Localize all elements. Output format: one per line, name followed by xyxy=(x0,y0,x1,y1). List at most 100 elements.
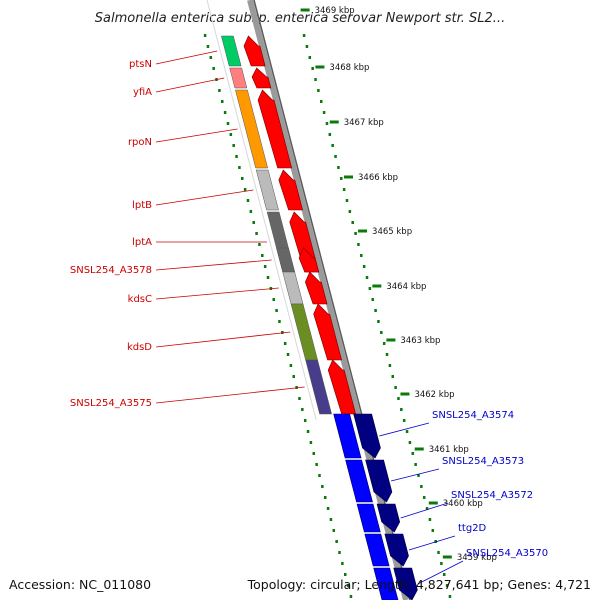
ruler-dot xyxy=(326,507,330,510)
label-leader xyxy=(417,560,464,585)
gene-arrow xyxy=(304,271,328,305)
gene-label: ttg2D xyxy=(458,523,487,534)
ruler-dot xyxy=(335,540,338,543)
ruler-dot xyxy=(442,573,446,576)
gene-label: yfiA xyxy=(133,87,152,98)
ruler-dot xyxy=(354,232,357,235)
ruler-dot xyxy=(252,221,255,224)
ruler-dot xyxy=(437,551,440,554)
backbone-ring xyxy=(247,0,409,600)
gene-reverse-lptB xyxy=(255,169,303,211)
ruler-dot xyxy=(360,254,363,257)
kbp-label: 3461 kbp xyxy=(429,445,469,455)
cog-band xyxy=(221,35,242,67)
gene-label: ptsN xyxy=(129,59,152,70)
gene-label: SNSL254_A3578 xyxy=(70,265,152,276)
gene-arrow xyxy=(365,459,393,503)
label-leader xyxy=(155,287,279,300)
ruler-dot xyxy=(402,419,406,422)
label-leader xyxy=(155,77,225,93)
ruler-dot xyxy=(445,584,449,587)
ruler-dot xyxy=(329,518,333,521)
ruler-dot xyxy=(323,496,327,499)
ruler-dot xyxy=(261,254,264,257)
ruler-dot xyxy=(340,177,343,180)
gene-label: lptA xyxy=(132,237,152,248)
ruler-dot xyxy=(338,551,341,554)
ruler-dot xyxy=(440,562,443,565)
gene-reverse-rpoN xyxy=(235,89,293,169)
ruler-dot xyxy=(357,243,360,246)
kbp-tick xyxy=(300,8,310,12)
gene-arrow xyxy=(251,67,272,89)
ruler-dot xyxy=(209,56,213,59)
gene-label: SNSL254_A3570 xyxy=(466,548,548,559)
gene-forward-SNSL254_A3573 xyxy=(345,459,393,503)
kbp-label: 3460 kbp xyxy=(443,499,483,509)
kbp-tick xyxy=(329,120,339,124)
kbp-label: 3465 kbp xyxy=(372,227,412,237)
gene-label: lptB xyxy=(132,200,152,211)
ruler-dot xyxy=(255,232,258,235)
ruler-dot xyxy=(218,89,221,92)
kbp-tick xyxy=(315,65,325,69)
ruler-dot xyxy=(258,243,261,246)
ruler-dot xyxy=(368,287,372,290)
map-title: Salmonella enterica subsp. enterica sero… xyxy=(95,11,505,26)
ruler-dot xyxy=(203,34,207,37)
ruler-dot xyxy=(448,595,452,598)
cog-band xyxy=(282,271,304,305)
ruler-dot xyxy=(243,188,247,191)
gene-forward-SNSL254_A3570 xyxy=(373,567,418,600)
ruler-dot xyxy=(365,276,369,279)
ruler-dot xyxy=(289,364,293,367)
kbp-ruler: 3469 kbp 3468 kbp 3467 kbp 3466 kbp 3465 kbp… xyxy=(203,6,497,598)
ruler-dot xyxy=(298,397,301,400)
kbp-tick xyxy=(442,555,452,559)
gene-forward-SNSL254_A3574 xyxy=(333,413,381,459)
ruler-dot xyxy=(241,177,244,180)
label-leader xyxy=(400,502,449,519)
cog-band xyxy=(229,67,248,89)
ruler-dot xyxy=(272,298,275,301)
ruler-dot xyxy=(431,529,435,532)
gene-reverse-yfiA xyxy=(229,67,272,89)
topology-summary: Topology: circular; Length: 4,827,641 bp… xyxy=(247,577,591,592)
ruler-dot xyxy=(348,210,352,213)
ruler-dot xyxy=(371,298,374,301)
label-leader xyxy=(379,422,430,437)
ruler-dot xyxy=(411,452,415,455)
label-leader xyxy=(155,189,254,206)
ruler-dot xyxy=(308,56,312,59)
ruler-dot xyxy=(221,100,224,103)
cog-band xyxy=(305,359,332,415)
ruler-dot xyxy=(301,408,304,411)
cog-band xyxy=(235,89,269,169)
ruler-dot xyxy=(349,595,353,598)
ruler-dot xyxy=(286,353,290,356)
kbp-tick xyxy=(414,447,424,451)
ruler-dot xyxy=(405,430,409,433)
kbp-tick xyxy=(400,392,410,396)
label-leader xyxy=(408,535,456,551)
label-leader xyxy=(155,386,305,404)
ruler-dot xyxy=(394,386,397,389)
ruler-dot xyxy=(318,474,321,477)
gene-forward-SNSL254_A3572 xyxy=(356,503,401,533)
ruler-dot xyxy=(306,430,310,433)
label-leader xyxy=(155,50,218,65)
gene-reverse-kdsC xyxy=(282,271,328,305)
accession-label: Accession: NC_011080 xyxy=(9,577,152,592)
ruler-dot xyxy=(345,199,349,202)
kbp-label: 3462 kbp xyxy=(414,390,454,400)
ruler-dot xyxy=(226,122,230,125)
gene-arrow xyxy=(298,247,320,273)
gene-arrow xyxy=(376,503,401,533)
ruler-dot xyxy=(414,463,417,466)
gene-label: kdsD xyxy=(127,342,152,353)
ruler-dot xyxy=(232,144,235,147)
ruler-dot xyxy=(266,276,270,279)
ruler-dot xyxy=(303,419,307,422)
cog-band xyxy=(345,459,373,503)
gene-arrow xyxy=(353,413,381,459)
